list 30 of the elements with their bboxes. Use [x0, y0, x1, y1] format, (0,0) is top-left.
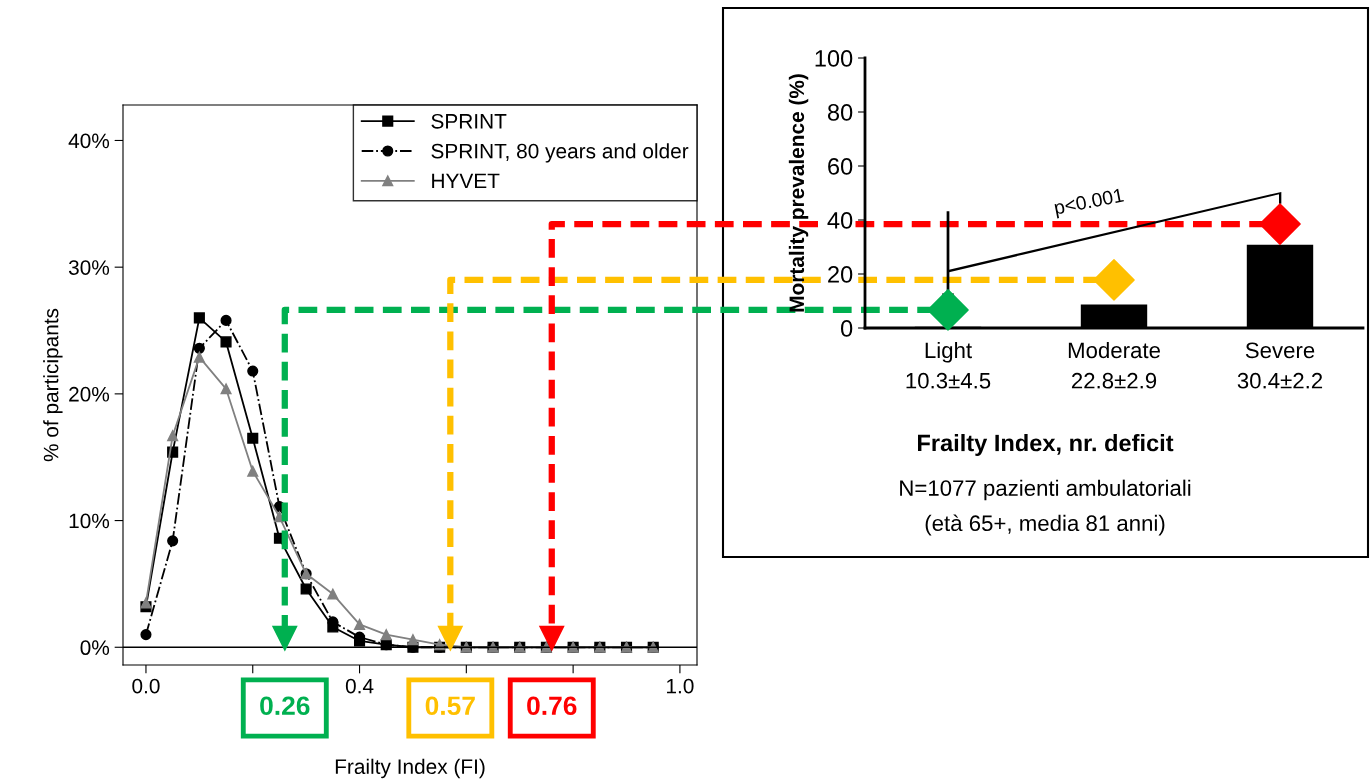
x-tick-label: 0.0 — [132, 678, 160, 694]
x-tick-label: 0.4 — [345, 678, 374, 694]
y-axis-title: Mortality prevalence (%) — [788, 74, 809, 312]
legend-label: SPRINT, 80 years and older — [431, 143, 689, 163]
x-axis-title: Frailty Index, nr. deficit — [918, 433, 1174, 456]
y-tick-label: 80 — [827, 104, 853, 121]
annotation: 0.76 — [527, 696, 577, 716]
x-axis-title: Frailty Index (FI) — [335, 758, 485, 779]
y-tick-label: 40% — [68, 133, 110, 149]
annotation: p<0.001 — [1053, 188, 1125, 219]
x-tick-label: Moderate 22.8±2.9 — [1068, 341, 1160, 389]
y-axis-title: % of participants — [43, 308, 63, 462]
legend-label: SPRINT — [431, 113, 507, 129]
x-tick-label: Severe 30.4±2.2 — [1237, 342, 1323, 389]
y-tick-label: 0% — [80, 640, 110, 656]
y-tick-label: 10% — [69, 513, 110, 529]
x-tick-label: Light 10.3±4.5 — [906, 341, 991, 389]
annotation: 0.57 — [425, 696, 475, 716]
text: (età 65+, media 81 anni) — [925, 514, 1165, 536]
y-tick-label: 20% — [69, 386, 110, 402]
y-tick-label: 60 — [828, 158, 853, 175]
legend-label: HYVET — [432, 173, 500, 189]
text: N=1077 pazienti ambulatoriali — [900, 479, 1191, 501]
y-tick-label: 20 — [828, 266, 853, 283]
y-tick-label: 40 — [827, 212, 853, 229]
y-tick-label: 0 — [840, 320, 853, 337]
x-tick-label: 1.0 — [667, 678, 694, 694]
y-tick-label: 100 — [815, 50, 853, 67]
y-tick-label: 30% — [68, 260, 110, 275]
annotation: 0.26 — [260, 696, 310, 716]
